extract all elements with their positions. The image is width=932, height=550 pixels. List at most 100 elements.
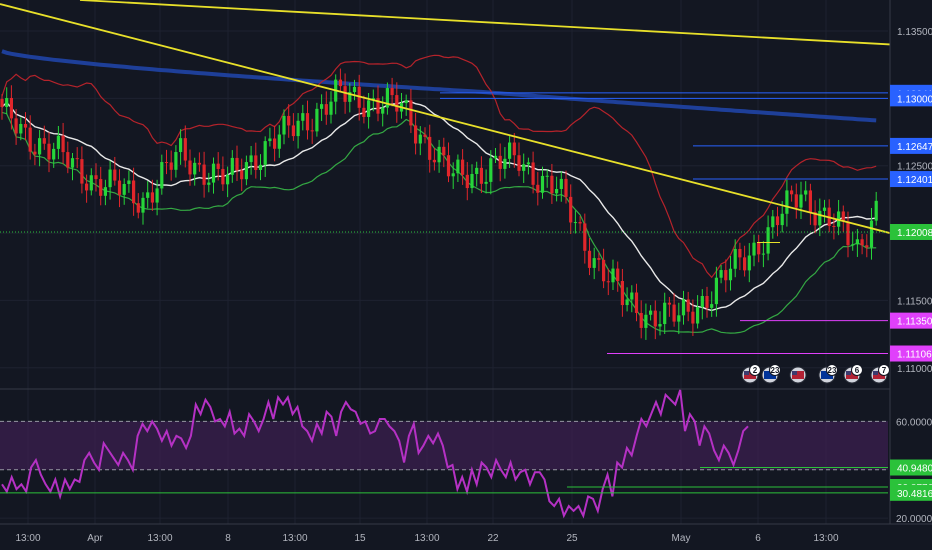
candle-body — [545, 175, 549, 177]
candle-body — [117, 180, 122, 195]
rsi-level-tag-2[interactable]: 30.4816 — [897, 489, 932, 500]
candle-body — [498, 155, 502, 169]
rsi-panel — [0, 389, 888, 519]
candle-body — [804, 190, 808, 195]
candle-body — [555, 188, 559, 194]
candle-body — [860, 239, 864, 246]
candle-body — [75, 158, 79, 160]
eu-flag-icon[interactable]: 23 — [818, 364, 838, 384]
candle-body — [19, 123, 23, 134]
us-flag-icon[interactable] — [789, 366, 807, 384]
candle-body — [362, 107, 366, 117]
us-flag-icon[interactable]: 6 — [843, 364, 863, 384]
candle-body — [775, 216, 780, 226]
candle-body — [451, 173, 455, 177]
economic-events[interactable]: 2 23 23 6 7 — [741, 364, 890, 384]
candle-body — [343, 86, 347, 102]
candle-body — [221, 168, 225, 185]
event-count: 6 — [855, 366, 860, 375]
price-level-tag-5[interactable]: 1.11350 — [897, 317, 932, 328]
candle-body — [70, 158, 75, 168]
candle-body — [14, 118, 18, 134]
candle-body — [719, 270, 723, 278]
candle-body — [52, 148, 56, 160]
candle-body — [813, 212, 817, 226]
candle-body — [338, 79, 342, 87]
event-count: 23 — [828, 366, 837, 375]
candle-body — [367, 100, 371, 117]
candle-body — [578, 222, 582, 224]
candle-body — [620, 280, 624, 306]
price-level-tag-4[interactable]: 1.12008 — [897, 228, 932, 239]
candle-body — [33, 151, 37, 155]
eu-flag-icon[interactable]: 23 — [761, 364, 781, 384]
candle-body — [348, 92, 352, 102]
price-level-tag-4-bg[interactable] — [890, 223, 932, 240]
trendline-upper[interactable] — [79, 0, 891, 46]
candle-body — [258, 164, 263, 170]
candle-body — [305, 113, 310, 131]
trendline-lower[interactable] — [0, 3, 891, 234]
candle-body — [0, 98, 4, 107]
candle-body — [606, 281, 610, 283]
time-axis-label: 15 — [354, 533, 366, 544]
candle-body — [197, 162, 201, 165]
level-lines[interactable] — [0, 92, 888, 355]
price-level-tag-2-bg[interactable] — [890, 137, 932, 154]
candle-body — [846, 221, 850, 246]
price-level-tag-6-bg[interactable] — [890, 345, 932, 362]
candle-body — [169, 162, 173, 170]
candle-body — [446, 155, 451, 177]
candle-body — [146, 192, 150, 198]
candle-body — [587, 250, 592, 268]
candle-body — [634, 292, 639, 313]
candle-body — [592, 258, 596, 268]
candle-body — [540, 175, 545, 193]
us-flag-icon[interactable]: 7 — [870, 364, 890, 384]
price-level-tag-6[interactable]: 1.11106 — [897, 350, 932, 361]
time-axis-label: 13:00 — [813, 533, 838, 544]
candle-body — [710, 304, 714, 308]
trend-lines[interactable] — [0, 0, 891, 234]
rsi-level-tag-2-bg[interactable] — [890, 484, 932, 501]
price-level-tag-1[interactable]: 1.13000 — [897, 94, 932, 105]
rsi-level-tag-0-bg[interactable] — [890, 459, 932, 476]
candle-body — [249, 155, 253, 163]
candle-body — [89, 175, 93, 191]
price-level-tag-3[interactable]: 1.12401 — [897, 175, 932, 186]
price-axis[interactable]: 1.11000 1.11500 1.12500 1.13500 20.0000 60.00… — [890, 27, 932, 525]
flag-field — [821, 371, 833, 379]
candle-body — [865, 245, 869, 248]
us-flag-icon[interactable]: 2 — [741, 364, 761, 384]
time-axis-label: 13:00 — [282, 533, 307, 544]
event-count-bubble — [851, 364, 863, 376]
candle-body — [465, 174, 469, 189]
rsi-level-tag-0[interactable]: 40.9480 — [897, 464, 932, 475]
candle-body — [743, 257, 747, 271]
candle-body — [475, 167, 479, 174]
candle-body — [456, 159, 460, 174]
candle-body — [47, 143, 51, 160]
price-level-tag-3-bg[interactable] — [890, 171, 932, 188]
candle-body — [287, 115, 291, 126]
candle-body — [23, 123, 28, 128]
price-level-tag-2[interactable]: 1.12647 — [897, 142, 932, 153]
flag-stripes — [744, 371, 756, 379]
event-count: 7 — [882, 366, 887, 375]
candle-body — [66, 152, 70, 168]
event-count-bubble — [749, 364, 761, 376]
candle-body — [780, 213, 784, 226]
candle-body — [691, 311, 695, 324]
candle-body — [301, 113, 305, 121]
candle-body — [85, 183, 89, 191]
candle-body — [461, 159, 465, 175]
candle-body — [108, 169, 112, 188]
candle-body — [602, 259, 606, 282]
candle-body — [254, 155, 258, 170]
price-level-tag-5-bg[interactable] — [890, 312, 932, 329]
candle-body — [874, 200, 878, 221]
candle-body — [489, 158, 493, 182]
time-axis[interactable]: 13:00 Apr 13:00 8 13:00 15 13:00 22 25 May 6 13:00 — [15, 533, 838, 544]
price-level-tag-1-bg[interactable] — [890, 90, 932, 107]
